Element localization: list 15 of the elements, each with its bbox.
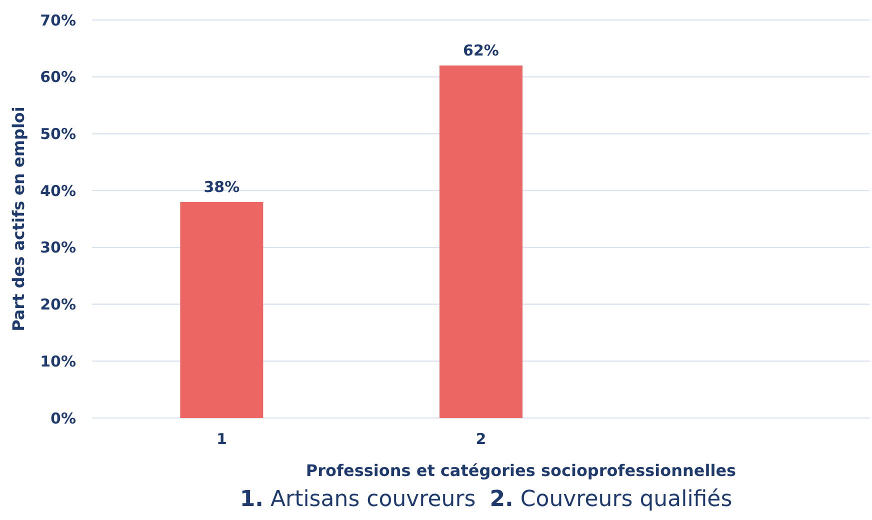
x-tick-label: 1	[216, 430, 227, 448]
y-tick-label: 50%	[40, 124, 76, 143]
data-label: 38%	[204, 178, 240, 196]
data-label: 62%	[463, 41, 499, 60]
y-axis-title: Part des actifs en emploi	[9, 106, 28, 332]
x-tick-label: 2	[476, 430, 486, 448]
y-tick-label: 60%	[40, 68, 76, 86]
y-tick-label: 70%	[40, 11, 76, 30]
x-axis-title: Professions et catégories socioprofessionnelles	[306, 461, 736, 480]
text: 1. Artisans couvreurs 2. Couvreurs qualifiés	[240, 487, 732, 512]
y-tick-label: 0%	[50, 409, 76, 428]
y-tick-label: 10%	[40, 352, 76, 370]
y-tick-label: 40%	[40, 182, 76, 200]
y-tick-label: 30%	[40, 238, 76, 257]
y-tick-label: 20%	[40, 296, 76, 314]
